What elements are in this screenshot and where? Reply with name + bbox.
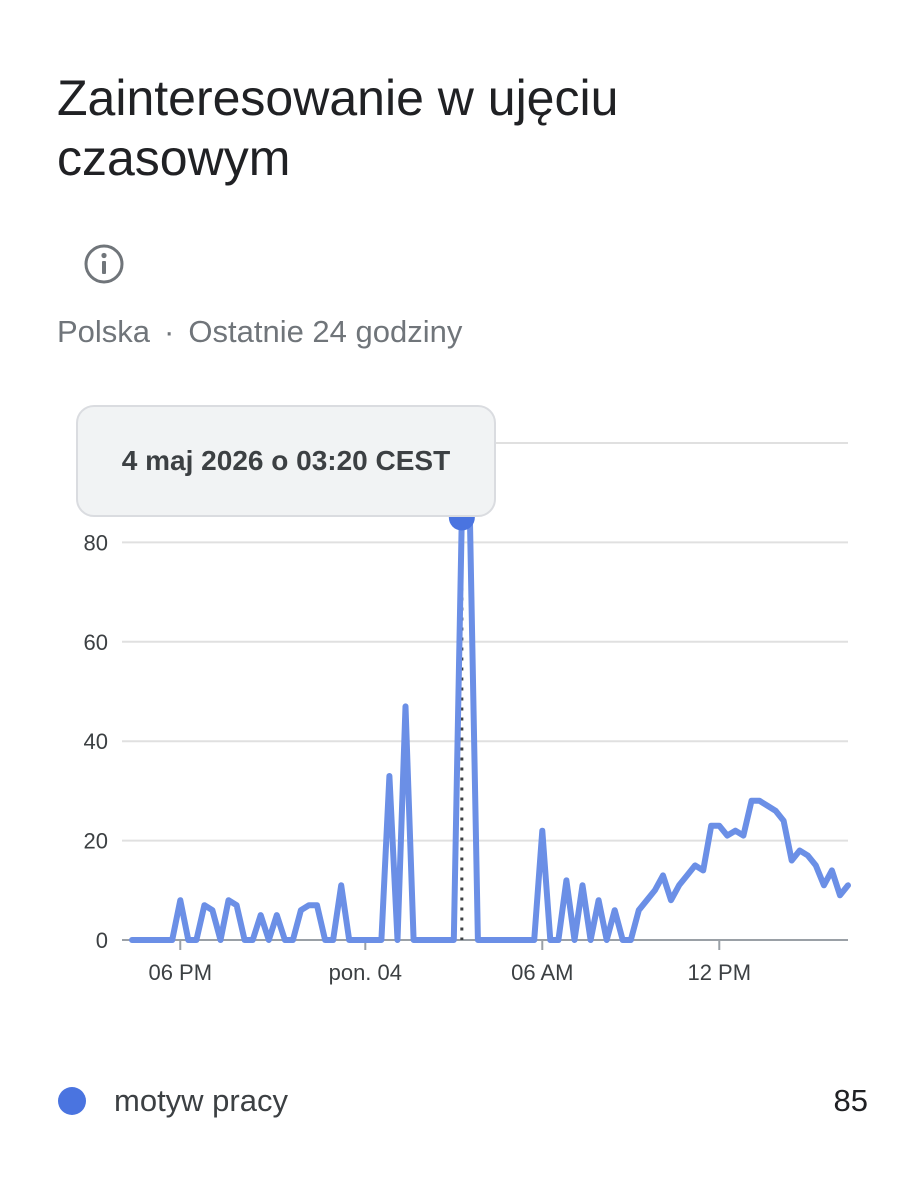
y-tick-label: 60 [84, 630, 108, 655]
separator-dot: · [164, 314, 175, 349]
info-circle-icon[interactable] [83, 243, 125, 285]
y-axis-ticks: 0 20 40 60 80 [84, 530, 108, 953]
chart-grid [122, 442, 848, 941]
y-tick-label: 40 [84, 729, 108, 754]
legend-color-dot [58, 1087, 86, 1115]
x-tick-label: 12 PM [687, 960, 751, 985]
period-label[interactable]: Ostatnie 24 godziny [188, 314, 463, 349]
page-title: Zainteresowanie w ujęciu czasowym [57, 70, 619, 186]
legend-item[interactable]: motyw pracy 85 [58, 1080, 868, 1122]
y-tick-label: 80 [84, 530, 108, 555]
tooltip-date: 4 maj 2026 o 03:20 CEST [121, 445, 451, 476]
legend-label: motyw pracy [114, 1083, 288, 1118]
x-tick-label: 06 AM [511, 960, 573, 985]
x-tick-label: pon. 04 [329, 960, 402, 985]
x-tick-label: 06 PM [148, 960, 212, 985]
series-line-motyw-pracy [129, 514, 851, 943]
legend-value: 85 [833, 1083, 868, 1118]
y-tick-label: 0 [96, 928, 108, 953]
y-tick-label: 20 [84, 829, 108, 854]
chart-tooltip: 4 maj 2026 o 03:20 CEST [76, 405, 496, 517]
x-axis-ticks: 06 PM pon. 04 06 AM 12 PM [148, 940, 751, 985]
interest-over-time-chart[interactable]: 0 20 40 60 80 06 PM pon. 04 06 AM 12 PM [0, 400, 924, 1000]
filter-summary: Polska · Ostatnie 24 godziny [57, 312, 462, 352]
region-label[interactable]: Polska [57, 314, 151, 349]
